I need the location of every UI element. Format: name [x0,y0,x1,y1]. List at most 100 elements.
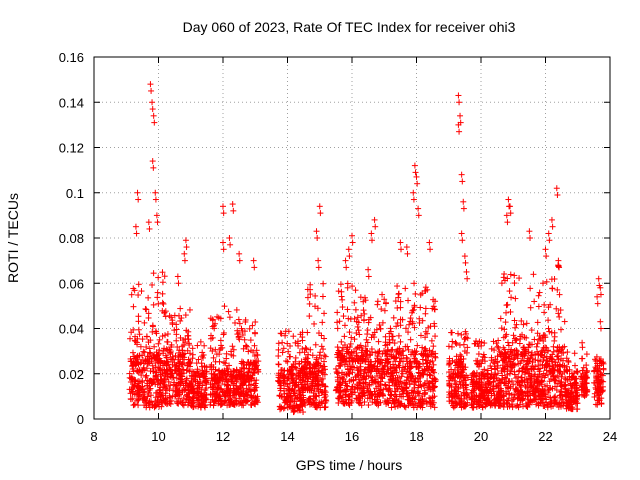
data-point [214,384,221,391]
data-point [334,309,341,316]
data-point [448,329,455,336]
data-point [292,379,299,386]
y-axis-label: ROTI / TECUs [5,193,21,283]
data-point [276,379,283,386]
data-point [543,278,550,285]
data-point [253,395,260,402]
data-point [143,333,150,340]
data-point [151,119,158,126]
data-point [169,321,176,328]
data-point [209,348,216,355]
data-point [187,360,194,367]
data-point [240,402,247,409]
data-point [139,352,146,359]
data-point [557,326,564,333]
data-point [394,283,401,290]
data-point [240,359,247,366]
data-point [356,331,363,338]
data-point [245,359,252,366]
data-point [149,379,156,386]
data-point [594,300,601,307]
data-point [337,281,344,288]
data-point [147,337,154,344]
data-point [160,300,167,307]
data-point [363,336,370,343]
data-point [278,382,285,389]
data-point [196,374,203,381]
data-point [166,312,173,319]
x-tick-label: 18 [409,429,423,444]
data-point [186,341,193,348]
data-point [137,343,144,350]
x-tick-label: 24 [603,429,617,444]
y-tick-label: 0.14 [59,95,84,110]
data-point [343,264,350,271]
data-point [542,344,549,351]
data-point [404,250,411,257]
data-point [226,235,233,241]
data-point [143,306,150,313]
data-point [247,337,254,344]
data-point [185,356,192,363]
data-point [212,358,219,365]
data-point [561,318,568,325]
data-point [186,306,193,313]
data-point [184,391,191,398]
data-point [249,400,256,407]
data-point [289,404,296,411]
data-point [276,403,283,410]
data-point [317,349,324,356]
data-point [177,372,184,379]
data-point [147,81,154,88]
data-point [254,366,261,373]
data-point [405,297,412,304]
data-point [140,348,147,355]
data-point [277,330,284,337]
data-point [153,212,160,219]
data-point [526,228,533,235]
data-point [164,373,171,380]
data-point [407,336,414,343]
data-point [241,328,248,335]
data-point [133,391,140,398]
data-point [534,340,541,347]
data-point [311,320,318,327]
data-point [542,246,549,253]
data-point [221,303,228,310]
y-tick-label: 0.16 [59,50,84,65]
data-point [250,349,257,356]
data-point [528,327,535,334]
data-point [595,275,602,282]
data-point [548,216,555,223]
data-point [508,294,515,301]
data-point [354,323,361,330]
data-point [245,348,252,355]
data-point [221,398,228,405]
data-point [348,334,355,341]
data-point [163,361,170,368]
data-point [181,257,188,264]
data-point [149,328,156,335]
data-point [211,390,218,397]
data-point [545,230,552,237]
data-point [375,338,382,345]
data-point [291,408,298,415]
data-point [178,361,185,368]
data-point [229,201,236,208]
data-point [143,404,150,411]
data-point [565,357,572,364]
data-point [169,393,176,400]
data-point [228,351,235,358]
data-point [134,341,141,348]
data-point [189,403,196,410]
data-point [397,304,404,311]
data-point [127,335,134,342]
data-point [294,340,301,347]
data-point [225,308,232,315]
data-point [200,354,207,361]
data-point [165,378,172,385]
data-point [464,275,471,282]
data-point [403,244,410,251]
data-point [221,359,228,366]
data-point [426,239,433,246]
